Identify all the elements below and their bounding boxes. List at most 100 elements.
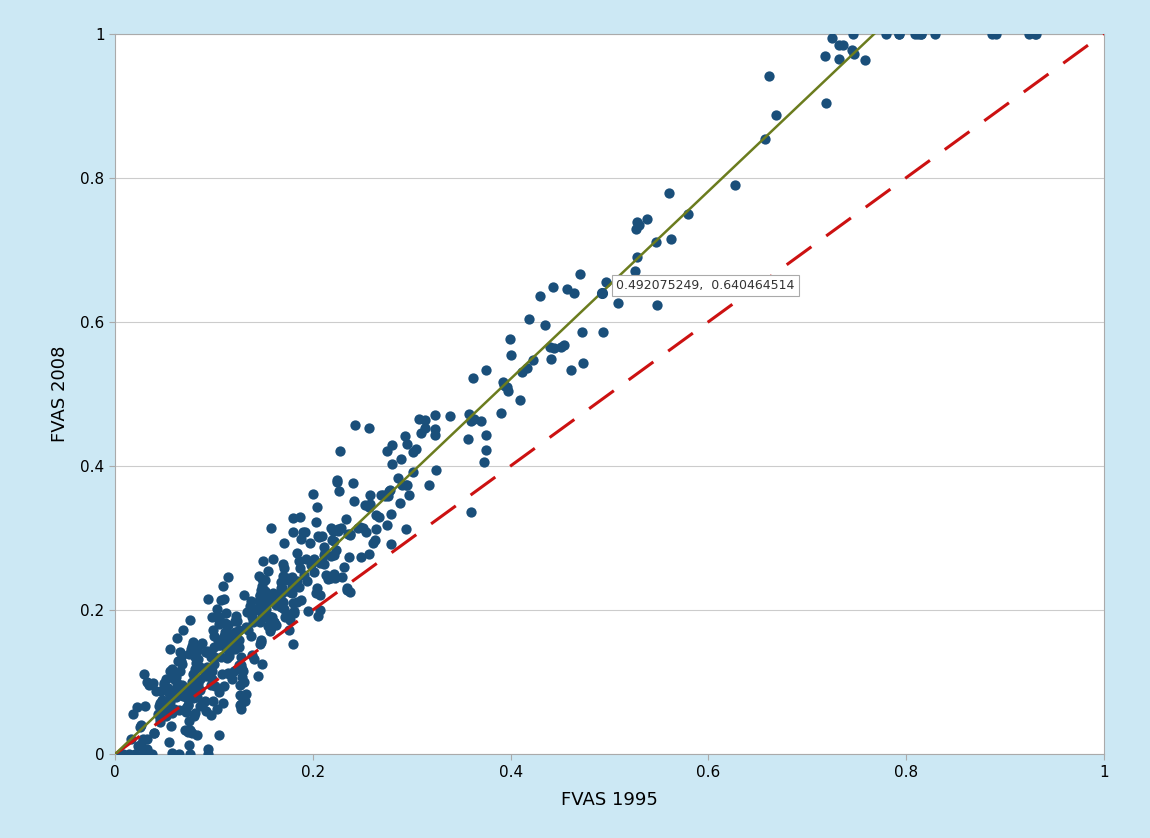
Point: [354, 522, 373, 535]
Point: [253, 580, 271, 593]
Point: [167, 670, 185, 684]
Point: [176, 701, 194, 715]
Point: [273, 582, 291, 595]
Point: [397, 523, 415, 536]
Point: [275, 561, 293, 575]
Point: [834, 39, 852, 52]
Point: [290, 581, 308, 594]
Point: [184, 667, 202, 680]
Point: [337, 512, 355, 525]
Point: [209, 728, 228, 742]
Point: [473, 414, 491, 427]
Point: [246, 603, 264, 617]
Point: [374, 489, 392, 502]
Point: [305, 566, 323, 579]
Point: [243, 649, 261, 662]
Point: [427, 428, 445, 442]
Point: [491, 406, 509, 419]
Point: [356, 525, 375, 538]
Point: [649, 298, 667, 312]
Point: [179, 698, 198, 711]
Point: [199, 747, 217, 760]
Point: [227, 614, 245, 628]
Point: [361, 498, 380, 511]
Point: [642, 282, 660, 296]
Point: [131, 721, 150, 734]
Point: [163, 684, 182, 697]
Point: [152, 685, 170, 698]
Point: [198, 644, 216, 657]
Point: [300, 536, 319, 550]
Point: [983, 27, 1002, 40]
Point: [172, 649, 191, 662]
Point: [328, 473, 346, 487]
Point: [135, 668, 153, 681]
Point: [462, 415, 481, 428]
Point: [312, 603, 330, 617]
Point: [307, 587, 325, 600]
Point: [136, 700, 154, 713]
Point: [283, 579, 301, 592]
Point: [284, 525, 302, 539]
Point: [205, 640, 223, 654]
Point: [223, 672, 241, 685]
Point: [244, 615, 262, 628]
Point: [186, 685, 205, 698]
Point: [181, 613, 199, 627]
Point: [392, 453, 411, 466]
Point: [147, 685, 166, 698]
Point: [250, 600, 268, 613]
Point: [592, 286, 611, 299]
Point: [201, 708, 220, 722]
Point: [236, 675, 254, 689]
Point: [128, 701, 146, 714]
Point: [316, 546, 335, 559]
Point: [151, 716, 169, 729]
Point: [181, 647, 199, 660]
Point: [148, 707, 167, 721]
Point: [562, 364, 581, 377]
Point: [189, 652, 207, 665]
Point: [335, 561, 353, 574]
Point: [339, 527, 358, 541]
Point: [536, 318, 554, 331]
Point: [140, 747, 159, 761]
Point: [323, 525, 342, 538]
Point: [164, 671, 183, 685]
Point: [237, 605, 255, 618]
Point: [262, 592, 281, 605]
Point: [158, 672, 176, 685]
Point: [345, 494, 363, 508]
Point: [171, 665, 190, 678]
Point: [382, 508, 400, 521]
Point: [145, 727, 163, 740]
Point: [352, 550, 370, 563]
Point: [360, 500, 378, 514]
Point: [240, 599, 259, 613]
Point: [350, 521, 368, 535]
Point: [890, 27, 908, 40]
Point: [215, 616, 233, 629]
Point: [261, 522, 279, 535]
Point: [382, 537, 400, 551]
Point: [185, 710, 204, 723]
Point: [122, 732, 140, 746]
Point: [167, 691, 185, 704]
Point: [150, 700, 168, 713]
Point: [282, 586, 300, 599]
Point: [404, 445, 422, 458]
Point: [218, 636, 237, 649]
Point: [169, 683, 187, 696]
Point: [908, 27, 927, 40]
Point: [416, 413, 435, 427]
Point: [440, 409, 459, 422]
Point: [135, 747, 153, 761]
Point: [212, 593, 230, 607]
Point: [278, 572, 297, 585]
Point: [224, 665, 243, 678]
Point: [463, 371, 482, 385]
Point: [334, 570, 352, 583]
Point: [163, 662, 182, 675]
Point: [276, 573, 294, 587]
Point: [251, 593, 269, 607]
